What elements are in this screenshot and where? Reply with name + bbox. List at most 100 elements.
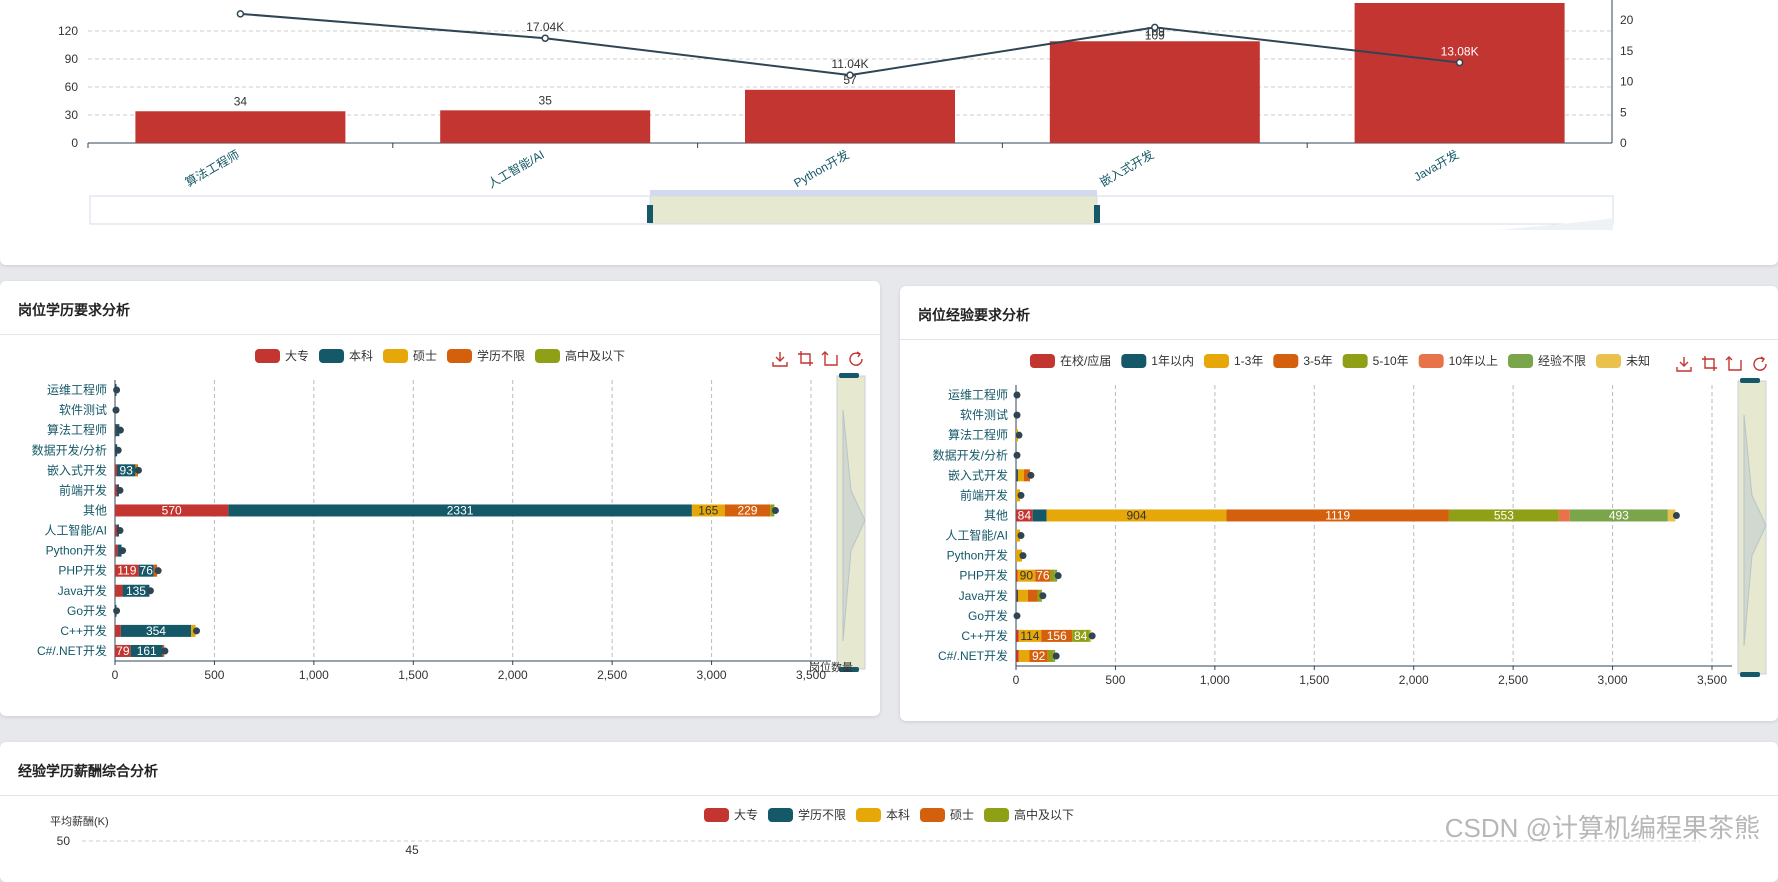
bar-segment[interactable] [115,464,117,477]
bar-segment[interactable] [115,544,118,557]
x-tick-label: 1,500 [1299,673,1329,687]
line-point[interactable] [236,10,245,18]
bar-segment[interactable] [1017,469,1024,482]
bar-label: 76 [140,564,154,578]
zoom-reset-icon[interactable] [1725,356,1742,371]
legend-swatch[interactable] [382,349,408,363]
zoom-handle-bottom[interactable] [1740,672,1760,677]
line-point[interactable] [846,71,854,79]
bar-segment[interactable] [115,624,121,637]
legend-swatch[interactable] [1273,354,1299,368]
bar-segment[interactable] [120,624,192,637]
bar-segment[interactable] [1018,629,1042,642]
bar-segment[interactable] [1050,569,1055,582]
legend-swatch[interactable] [1342,354,1368,368]
bar-segment[interactable] [1018,649,1030,662]
bar-segment[interactable] [1041,629,1073,642]
bar-segment[interactable] [122,584,150,597]
y-axis-label: 平均薪酬(K) [50,815,109,828]
refresh-icon[interactable] [849,351,863,366]
legend-item: 高中及以下 [1014,807,1074,822]
bar-segment[interactable] [115,644,131,657]
bar-segment[interactable] [1016,509,1033,522]
bar-segment[interactable] [724,504,771,517]
bar-segment[interactable] [1558,509,1570,522]
refresh-icon[interactable] [1753,356,1767,371]
bar-segment[interactable] [1016,589,1018,602]
bar-segment[interactable] [228,504,692,517]
bar-segment[interactable] [1667,509,1676,522]
bar-segment[interactable] [1016,549,1022,562]
bar-segment[interactable] [1029,649,1048,662]
x-tick-label: 500 [204,668,224,682]
y-tick-label: Python开发 [947,548,1008,563]
zoom-handle-bottom[interactable] [839,667,859,672]
zoom-reset-icon[interactable] [821,351,838,366]
bar-segment[interactable] [115,504,229,517]
zoom-slider-window[interactable] [649,195,1098,225]
line-point[interactable] [1455,58,1464,67]
bar[interactable] [1354,3,1565,143]
bar-segment[interactable] [1016,569,1018,582]
legend-swatch[interactable] [703,808,729,822]
bar[interactable] [440,110,651,143]
bar[interactable] [135,111,346,143]
bar-segment[interactable] [115,484,117,497]
legend-swatch[interactable] [1029,354,1055,368]
bar-segment[interactable] [1023,469,1030,482]
bar-segment[interactable] [1569,509,1668,522]
bar-segment[interactable] [1017,569,1036,582]
legend-swatch[interactable] [1203,354,1229,368]
legend-swatch[interactable] [767,808,793,822]
bar[interactable] [745,89,955,143]
legend-swatch[interactable] [1418,354,1444,368]
bar-segment[interactable] [1016,589,1019,602]
bar-segment[interactable] [1046,509,1227,522]
bar-segment[interactable] [1047,649,1054,662]
bar-segment[interactable] [1027,589,1038,602]
zoom-icon[interactable] [1702,356,1717,371]
line-point[interactable] [541,34,549,42]
bar-segment[interactable] [1016,649,1019,662]
bar-segment[interactable] [138,564,154,577]
x-tick-label: 500 [1105,673,1125,687]
zoom-handle-top[interactable] [839,373,859,378]
bar-segment[interactable] [1035,569,1051,582]
legend-item: 本科 [349,349,373,363]
bar-segment[interactable] [1017,589,1028,602]
legend-swatch[interactable] [1121,354,1147,368]
zoom-handle-top[interactable] [1740,378,1760,383]
y-tick-label: C#/.NET开发 [938,648,1008,663]
bar-segment[interactable] [1032,509,1047,522]
bar-end-marker [146,587,154,595]
bar-segment[interactable] [115,524,117,537]
bar-segment[interactable] [115,564,139,577]
zoom-handle-left[interactable] [647,205,653,223]
zoom-icon[interactable] [798,351,813,366]
legend-swatch[interactable] [254,349,280,363]
legend-swatch[interactable] [855,808,881,822]
bar-segment[interactable] [1448,509,1559,522]
zoom-handle-right[interactable] [1094,205,1100,223]
bar-label: 553 [1494,508,1514,522]
download-icon[interactable] [1676,357,1692,372]
download-icon[interactable] [772,352,788,367]
legend-swatch[interactable] [318,349,344,363]
bar-label: 354 [146,624,166,638]
bar-segment[interactable] [1016,629,1019,642]
bar-segment[interactable] [130,644,163,657]
bar[interactable] [1049,41,1260,144]
bar-segment[interactable] [1226,509,1449,522]
legend-swatch[interactable] [920,808,946,822]
bar-segment[interactable] [115,584,123,597]
legend-swatch[interactable] [984,808,1010,822]
legend-swatch[interactable] [446,349,472,363]
legend-swatch[interactable] [1508,354,1534,368]
bar-segment[interactable] [116,464,136,477]
line-point[interactable] [1151,23,1159,32]
bar-segment[interactable] [1072,629,1089,642]
legend-swatch[interactable] [535,349,561,363]
bar-segment[interactable] [1016,469,1018,482]
legend-swatch[interactable] [1596,354,1622,368]
bar-segment[interactable] [691,504,725,517]
